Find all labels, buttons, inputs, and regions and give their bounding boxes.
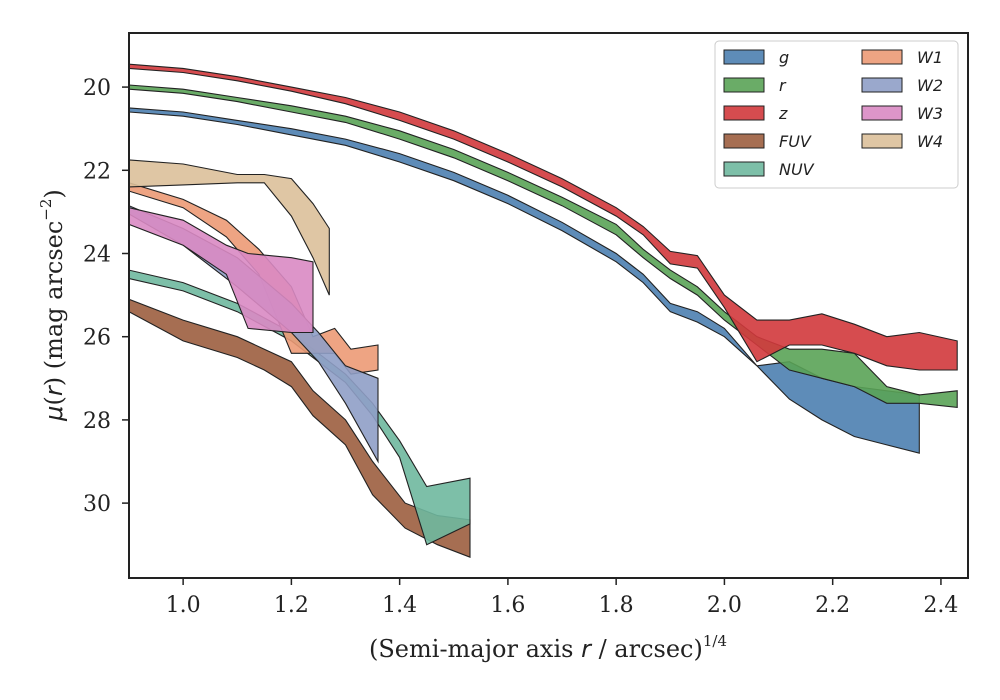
x-axis: 1.0 1.2 1.4 1.6 1.8 2.0 2.2 2.4 bbox=[166, 578, 958, 618]
x-tick-label: 2.4 bbox=[923, 593, 958, 618]
legend-label: W4 bbox=[917, 132, 943, 151]
legend-label: W1 bbox=[917, 48, 943, 67]
legend-label: g bbox=[779, 48, 789, 67]
legend-swatch bbox=[723, 161, 765, 177]
x-tick-label: 1.8 bbox=[599, 593, 634, 618]
x-tick-label: 1.2 bbox=[274, 593, 309, 618]
legend-swatch bbox=[723, 49, 765, 65]
x-tick-label: 1.4 bbox=[382, 593, 417, 618]
legend-item-w4: W4 bbox=[861, 132, 943, 151]
legend: grz FUV NUV W1 W2 W3 W4 bbox=[714, 40, 959, 189]
band-w1 bbox=[129, 182, 379, 375]
x-axis-title-exp: 1/4 bbox=[703, 632, 727, 650]
legend-swatch bbox=[861, 133, 903, 149]
x-axis-title: (Semi-major axis r / arcsec)1/4 bbox=[369, 632, 727, 663]
y-tick-label: 30 bbox=[83, 492, 111, 517]
legend-swatch bbox=[723, 105, 765, 121]
legend-item-w3: W3 bbox=[861, 104, 943, 123]
y-tick-label: 26 bbox=[83, 326, 111, 351]
legend-item-w2: W2 bbox=[861, 76, 943, 95]
legend-swatch bbox=[861, 77, 903, 93]
y-axis-title-exp: −2 bbox=[37, 199, 55, 221]
y-axis-title-rest: ) (mag arcsec bbox=[40, 221, 68, 387]
y-axis-title-close: ) bbox=[40, 189, 68, 198]
legend-label: z bbox=[778, 104, 788, 123]
legend-label: NUV bbox=[779, 160, 815, 179]
band-w3 bbox=[129, 207, 314, 334]
band-fuv bbox=[129, 298, 471, 559]
x-axis-title-var: r bbox=[581, 635, 593, 663]
legend-label: W2 bbox=[917, 76, 943, 95]
band-g bbox=[129, 107, 920, 454]
y-axis-title: μ(r) (mag arcsec−2) bbox=[37, 189, 68, 422]
legend-label: FUV bbox=[779, 132, 812, 151]
legend-item-w1: W1 bbox=[861, 48, 943, 67]
y-axis-title-open: ( bbox=[40, 396, 68, 405]
legend-swatch bbox=[723, 133, 765, 149]
legend-swatch bbox=[861, 105, 903, 121]
legend-item-g: g bbox=[723, 48, 789, 67]
x-axis-title-tail: / arcsec) bbox=[591, 635, 703, 663]
x-tick-label: 2.2 bbox=[815, 593, 850, 618]
series-layer bbox=[129, 63, 958, 559]
y-axis-title-mu: μ bbox=[40, 406, 68, 422]
band-r bbox=[129, 84, 958, 409]
band-z bbox=[129, 63, 958, 371]
y-tick-label: 20 bbox=[83, 76, 111, 101]
plot-frame bbox=[128, 32, 969, 579]
legend-label: r bbox=[779, 76, 787, 95]
legend-item-z: z bbox=[723, 104, 788, 123]
legend-item-nuv: NUV bbox=[723, 160, 815, 179]
x-tick-label: 1.6 bbox=[490, 593, 525, 618]
legend-item-r: r bbox=[723, 76, 787, 95]
y-axis: 20 22 24 26 28 30 bbox=[83, 76, 129, 517]
legend-item-fuv: FUV bbox=[723, 132, 812, 151]
legend-label: W3 bbox=[917, 104, 943, 123]
x-axis-title-main: (Semi-major axis bbox=[369, 635, 581, 663]
y-tick-label: 22 bbox=[83, 159, 111, 184]
y-tick-label: 24 bbox=[83, 242, 111, 267]
x-tick-label: 1.0 bbox=[166, 593, 201, 618]
y-axis-title-var: r bbox=[40, 384, 68, 396]
legend-swatch bbox=[861, 49, 903, 65]
x-tick-label: 2.0 bbox=[707, 593, 742, 618]
y-tick-label: 28 bbox=[83, 409, 111, 434]
band-w4 bbox=[129, 159, 330, 296]
legend-swatch bbox=[723, 77, 765, 93]
